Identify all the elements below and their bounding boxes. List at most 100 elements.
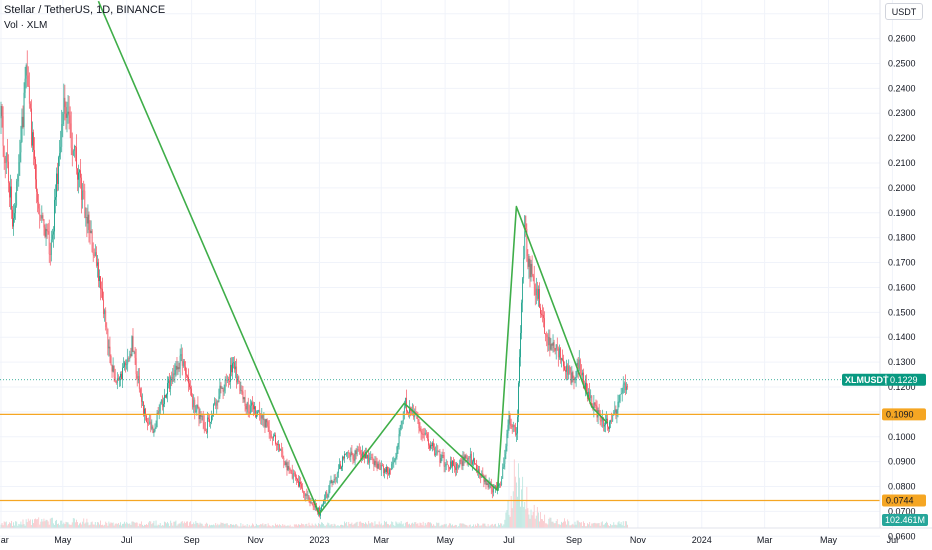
- candle-body: [602, 417, 604, 427]
- volume-bar: [501, 523, 503, 528]
- candle-body: [125, 362, 127, 366]
- volume-bar: [124, 521, 126, 528]
- candle-body: [496, 486, 497, 490]
- y-tick-label: 0.1500: [888, 307, 916, 317]
- volume-bar: [402, 523, 404, 528]
- volume-bar: [447, 525, 449, 528]
- volume-bar: [166, 523, 167, 528]
- candle-body: [627, 386, 628, 388]
- candle-body: [70, 123, 72, 148]
- trendline[interactable]: [97, 0, 609, 515]
- volume-bar: [250, 525, 252, 528]
- time-axis[interactable]: Mar May Jul Sep Nov 2023 Mar May Jul Sep Nov 2024 Ma…: [0, 535, 898, 545]
- horizontal-levels[interactable]: [0, 379, 880, 502]
- volume-bar: [205, 522, 207, 528]
- volume-bar: [186, 521, 187, 528]
- candle-body: [113, 365, 115, 377]
- volume-bar: [172, 525, 174, 528]
- candle-body: [81, 177, 83, 200]
- volume-bar: [48, 524, 50, 528]
- candle-body: [276, 443, 277, 445]
- candle-body: [564, 366, 565, 370]
- trendlines[interactable]: [97, 0, 609, 515]
- candle-body: [419, 428, 421, 431]
- volume-bar: [54, 524, 55, 528]
- volume-bar: [2, 525, 4, 528]
- candle-body: [114, 376, 116, 382]
- candle-body: [43, 219, 45, 228]
- candle-body: [229, 380, 230, 382]
- candle-body: [283, 458, 285, 462]
- candle-body: [245, 406, 247, 410]
- candle-body: [115, 381, 117, 383]
- candle-body: [209, 419, 210, 423]
- candle-body: [425, 432, 427, 435]
- grid: [0, 0, 893, 537]
- candle-body: [185, 366, 186, 375]
- volume-bar: [321, 522, 322, 528]
- candle-body: [546, 334, 548, 337]
- candle-body: [50, 239, 52, 255]
- candle-body: [367, 454, 368, 459]
- volume-bar: [377, 524, 379, 528]
- volume-bar: [44, 521, 46, 528]
- volume-bar: [566, 524, 568, 528]
- volume-bar: [189, 522, 190, 528]
- volume-bar: [84, 523, 86, 528]
- volume-bar: [563, 521, 564, 528]
- volume-bar: [443, 524, 445, 528]
- volume-bar: [515, 482, 517, 528]
- volume-bar: [272, 525, 274, 528]
- volume-bar: [330, 524, 332, 528]
- candle-body: [553, 342, 555, 348]
- candle-body: [293, 473, 295, 474]
- candle-body: [256, 414, 257, 418]
- candle-body: [11, 186, 12, 210]
- volume-bar: [618, 521, 620, 528]
- x-tick-label: Jul: [503, 535, 515, 545]
- candle-body: [202, 416, 204, 423]
- volume-bar: [356, 521, 358, 528]
- volume-bar: [16, 521, 18, 528]
- candle-body: [143, 401, 144, 416]
- volume-bar: [598, 523, 600, 528]
- candle-body: [195, 410, 197, 413]
- candle-body: [457, 463, 459, 469]
- volume-bar: [178, 523, 180, 528]
- volume-bar: [110, 522, 112, 528]
- candle-body: [90, 231, 92, 233]
- candle-body: [29, 103, 31, 109]
- candle-body: [233, 362, 234, 364]
- volume-bar: [325, 525, 327, 528]
- volume-bar: [531, 515, 533, 528]
- volume-bar: [554, 523, 556, 528]
- volume-bar: [22, 519, 24, 528]
- volume-bar: [382, 524, 384, 528]
- candle-body: [552, 342, 554, 346]
- candle-body: [536, 288, 538, 299]
- candle-body: [458, 465, 460, 469]
- currency-button[interactable]: USDT: [885, 3, 923, 20]
- candle-body: [22, 116, 24, 128]
- candle-body: [533, 276, 535, 285]
- candle-body: [519, 357, 520, 384]
- volume-bar: [627, 524, 628, 528]
- volume-bar: [422, 521, 424, 528]
- candle-body: [157, 412, 159, 415]
- volume-bar: [519, 477, 520, 528]
- x-tick-label: Jul: [887, 535, 899, 545]
- candle-body: [273, 435, 274, 439]
- candle-body: [4, 157, 6, 164]
- volume-bar: [57, 524, 58, 528]
- volume-bar: [510, 495, 512, 528]
- candle-body: [66, 113, 68, 118]
- candle-body: [95, 252, 97, 266]
- volume-bar: [405, 522, 407, 528]
- volume-bar: [603, 524, 605, 528]
- volume-bar: [509, 516, 511, 528]
- candle-body: [520, 333, 521, 358]
- volume-bar: [623, 525, 625, 528]
- volume-bar: [344, 521, 345, 528]
- volume-bar: [553, 523, 555, 528]
